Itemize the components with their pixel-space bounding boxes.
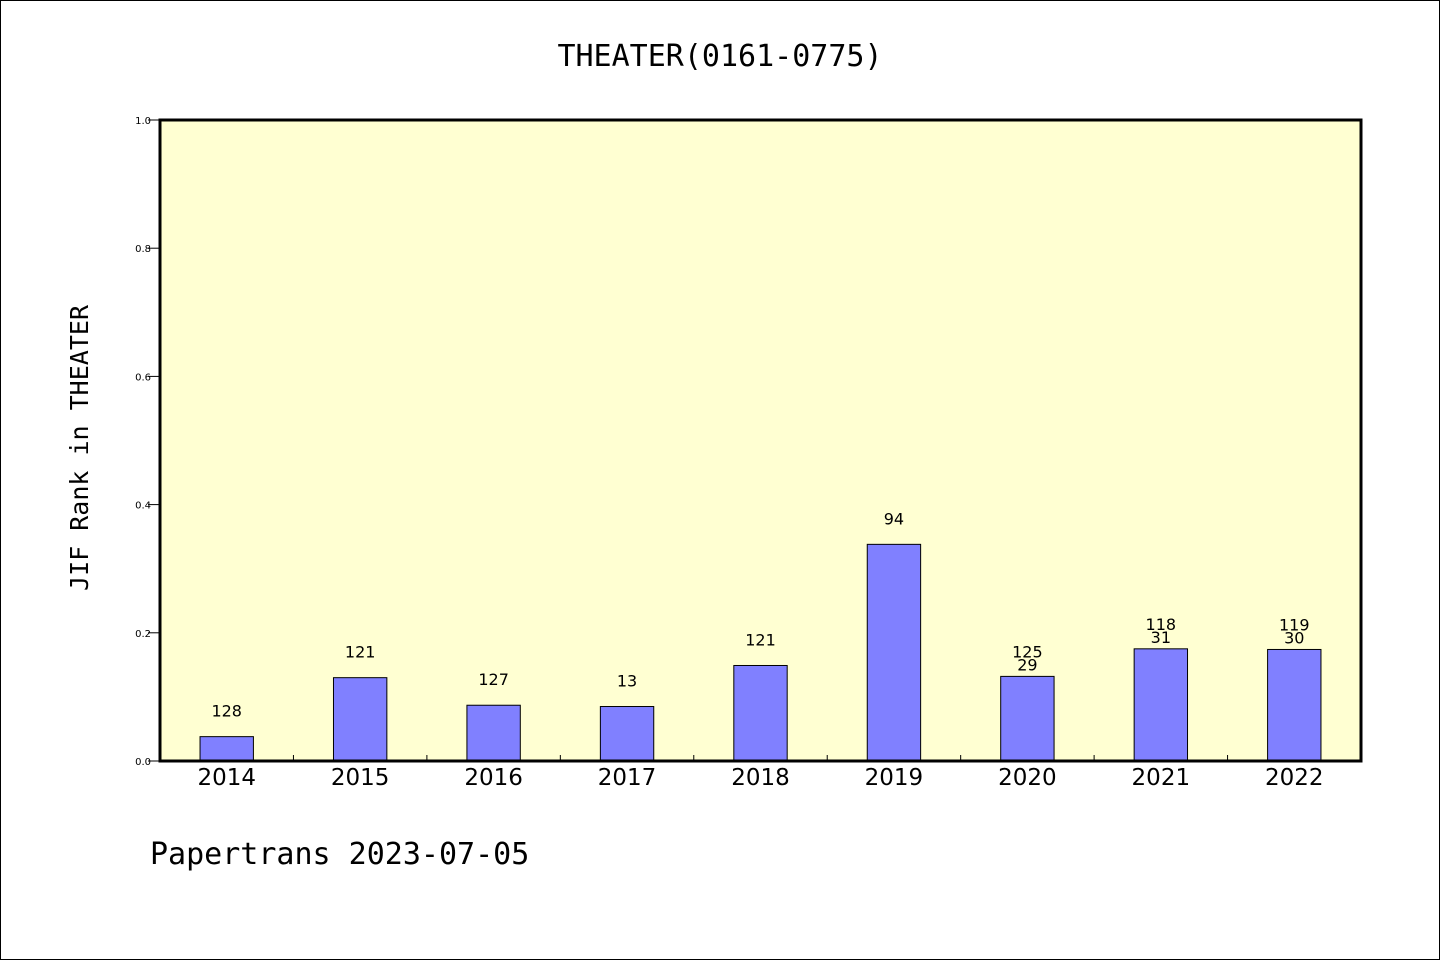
y-tick-label: 0.0 bbox=[135, 757, 151, 768]
x-tick-label: 2014 bbox=[197, 765, 256, 791]
bar-total-label: 121 bbox=[345, 643, 376, 662]
bar-rank-label: 31 bbox=[1151, 628, 1171, 647]
chart-title: THEATER(0161-0775) bbox=[557, 39, 882, 74]
plot-border bbox=[158, 118, 1363, 763]
bar-total-label: 118 bbox=[1146, 615, 1177, 634]
bar-2016 bbox=[466, 704, 521, 762]
bar-2021 bbox=[1133, 648, 1189, 762]
bar-2022 bbox=[1267, 648, 1322, 762]
bar-2019 bbox=[866, 543, 922, 762]
x-tick-label: 2015 bbox=[331, 765, 390, 791]
y-tick-label: 0.4 bbox=[135, 501, 151, 512]
x-tick-label: 2016 bbox=[464, 765, 523, 791]
bar-total-label: 94 bbox=[884, 509, 904, 528]
bar-total-label: 121 bbox=[745, 630, 776, 649]
bar-2018 bbox=[733, 664, 788, 762]
bar-total-label: 13 bbox=[617, 672, 637, 691]
bar-2015 bbox=[332, 677, 388, 762]
y-axis-label: JIF Rank in THEATER bbox=[65, 304, 94, 591]
y-tick-label: 0.6 bbox=[135, 372, 151, 383]
x-tick-label: 2021 bbox=[1132, 765, 1191, 791]
x-tick-label: 2018 bbox=[731, 765, 790, 791]
bar-total-label: 125 bbox=[1012, 642, 1043, 661]
bar-rank-label: 30 bbox=[1284, 628, 1304, 647]
bar-rank-label: 29 bbox=[1017, 655, 1037, 674]
y-tick-label: 0.8 bbox=[135, 244, 151, 255]
bar-total-label: 128 bbox=[211, 702, 242, 721]
x-tick-label: 2017 bbox=[598, 765, 657, 791]
y-tick-label: 0.2 bbox=[135, 629, 151, 640]
x-tick-label: 2022 bbox=[1265, 765, 1324, 791]
bar-2020 bbox=[1000, 675, 1055, 762]
bar-total-label: 119 bbox=[1279, 615, 1310, 634]
y-tick-label: 1.0 bbox=[135, 116, 151, 127]
bar-2017 bbox=[599, 706, 655, 762]
footer-text: Papertrans 2023-07-05 bbox=[150, 837, 529, 872]
x-tick-label: 2020 bbox=[998, 765, 1057, 791]
x-tick-label: 2019 bbox=[865, 765, 924, 791]
bar-2014 bbox=[199, 736, 254, 762]
bar-total-label: 127 bbox=[478, 670, 509, 689]
